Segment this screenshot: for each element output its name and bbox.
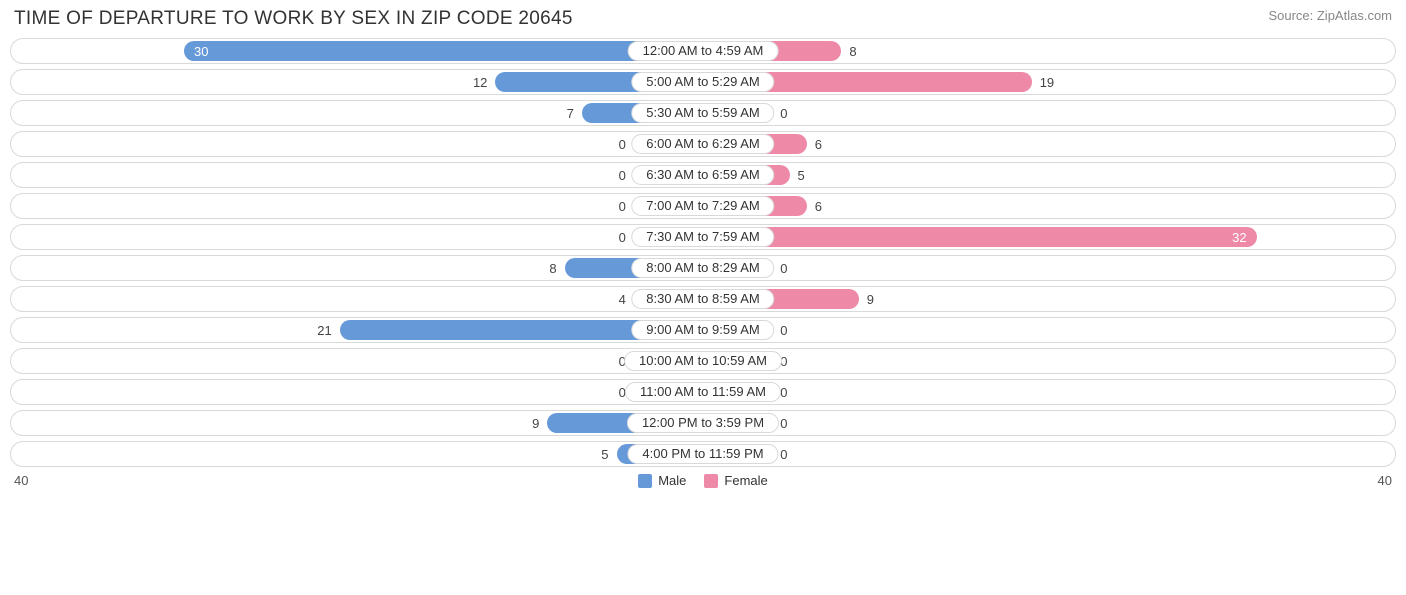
male-half: 0 — [11, 132, 703, 156]
male-value: 8 — [541, 261, 564, 276]
chart-row: 12 19 5:00 AM to 5:29 AM — [10, 69, 1396, 95]
female-value: 0 — [772, 323, 795, 338]
chart-row: 7 05:30 AM to 5:59 AM — [10, 100, 1396, 126]
chart-footer: 40 Male Female 40 — [10, 467, 1396, 488]
row-label: 12:00 PM to 3:59 PM — [627, 413, 779, 433]
male-bar: 30 — [184, 41, 703, 61]
male-half: 30 — [11, 39, 703, 63]
axis-max-left: 40 — [14, 473, 28, 488]
female-half: 6 — [703, 194, 1395, 218]
axis-max-right: 40 — [1378, 473, 1392, 488]
female-half: 0 — [703, 101, 1395, 125]
female-value: 6 — [807, 137, 830, 152]
female-bar: 32 — [703, 227, 1257, 247]
legend-item-male: Male — [638, 473, 686, 488]
male-half: 5 — [11, 442, 703, 466]
male-half: 12 — [11, 70, 703, 94]
chart-container: TIME OF DEPARTURE TO WORK BY SEX IN ZIP … — [0, 0, 1406, 492]
chart-row: 4 9 8:30 AM to 8:59 AM — [10, 286, 1396, 312]
row-label: 6:00 AM to 6:29 AM — [631, 134, 774, 154]
row-label: 10:00 AM to 10:59 AM — [624, 351, 782, 371]
female-half: 0 — [703, 318, 1395, 342]
row-label: 7:30 AM to 7:59 AM — [631, 227, 774, 247]
legend: Male Female — [638, 473, 768, 488]
male-half: 9 — [11, 411, 703, 435]
female-value: 0 — [772, 261, 795, 276]
female-half: 0 — [703, 349, 1395, 373]
chart-rows: 30 8 12:00 AM to 4:59 AM 12 19 5:00 AM to 5:2… — [10, 38, 1396, 467]
male-half: 0 — [11, 194, 703, 218]
male-value: 12 — [465, 75, 495, 90]
chart-row: 0 6 7:00 AM to 7:29 AM — [10, 193, 1396, 219]
chart-row: 0010:00 AM to 10:59 AM — [10, 348, 1396, 374]
row-label: 7:00 AM to 7:29 AM — [631, 196, 774, 216]
female-value: 32 — [1232, 230, 1246, 245]
female-half: 19 — [703, 70, 1395, 94]
chart-source: Source: ZipAtlas.com — [1268, 8, 1392, 23]
legend-label-male: Male — [658, 473, 686, 488]
male-value: 7 — [559, 106, 582, 121]
female-half: 9 — [703, 287, 1395, 311]
chart-row: 5 04:00 PM to 11:59 PM — [10, 441, 1396, 467]
row-label: 8:30 AM to 8:59 AM — [631, 289, 774, 309]
male-half: 0 — [11, 380, 703, 404]
male-half: 0 — [11, 349, 703, 373]
female-value: 9 — [859, 292, 882, 307]
female-half: 0 — [703, 411, 1395, 435]
chart-row: 0 5 6:30 AM to 6:59 AM — [10, 162, 1396, 188]
chart-row: 0 6 6:00 AM to 6:29 AM — [10, 131, 1396, 157]
female-half: 6 — [703, 132, 1395, 156]
row-label: 12:00 AM to 4:59 AM — [628, 41, 779, 61]
male-half: 4 — [11, 287, 703, 311]
chart-row: 8 08:00 AM to 8:29 AM — [10, 255, 1396, 281]
male-half: 7 — [11, 101, 703, 125]
legend-swatch-male — [638, 474, 652, 488]
chart-row: 0011:00 AM to 11:59 AM — [10, 379, 1396, 405]
male-half: 21 — [11, 318, 703, 342]
female-value: 8 — [841, 44, 864, 59]
female-half: 0 — [703, 442, 1395, 466]
male-value: 9 — [524, 416, 547, 431]
chart-row: 30 8 12:00 AM to 4:59 AM — [10, 38, 1396, 64]
male-half: 0 — [11, 225, 703, 249]
legend-swatch-female — [704, 474, 718, 488]
female-half: 0 — [703, 256, 1395, 280]
female-value: 6 — [807, 199, 830, 214]
legend-label-female: Female — [724, 473, 767, 488]
row-label: 6:30 AM to 6:59 AM — [631, 165, 774, 185]
chart-title: TIME OF DEPARTURE TO WORK BY SEX IN ZIP … — [14, 8, 573, 30]
row-label: 9:00 AM to 9:59 AM — [631, 320, 774, 340]
male-value: 30 — [194, 44, 208, 59]
row-label: 11:00 AM to 11:59 AM — [625, 382, 781, 402]
chart-row: 9 012:00 PM to 3:59 PM — [10, 410, 1396, 436]
legend-item-female: Female — [704, 473, 767, 488]
female-value: 0 — [772, 106, 795, 121]
male-value: 5 — [593, 447, 616, 462]
male-half: 0 — [11, 163, 703, 187]
row-label: 5:30 AM to 5:59 AM — [631, 103, 774, 123]
female-half: 0 — [703, 380, 1395, 404]
female-half: 32 — [703, 225, 1395, 249]
row-label: 8:00 AM to 8:29 AM — [631, 258, 774, 278]
female-value: 19 — [1032, 75, 1062, 90]
male-half: 8 — [11, 256, 703, 280]
row-label: 4:00 PM to 11:59 PM — [627, 444, 778, 464]
row-label: 5:00 AM to 5:29 AM — [631, 72, 774, 92]
chart-row: 21 09:00 AM to 9:59 AM — [10, 317, 1396, 343]
chart-row: 0 32 7:30 AM to 7:59 AM — [10, 224, 1396, 250]
male-value: 21 — [309, 323, 339, 338]
female-value: 5 — [790, 168, 813, 183]
female-half: 8 — [703, 39, 1395, 63]
female-half: 5 — [703, 163, 1395, 187]
chart-header: TIME OF DEPARTURE TO WORK BY SEX IN ZIP … — [10, 8, 1396, 38]
